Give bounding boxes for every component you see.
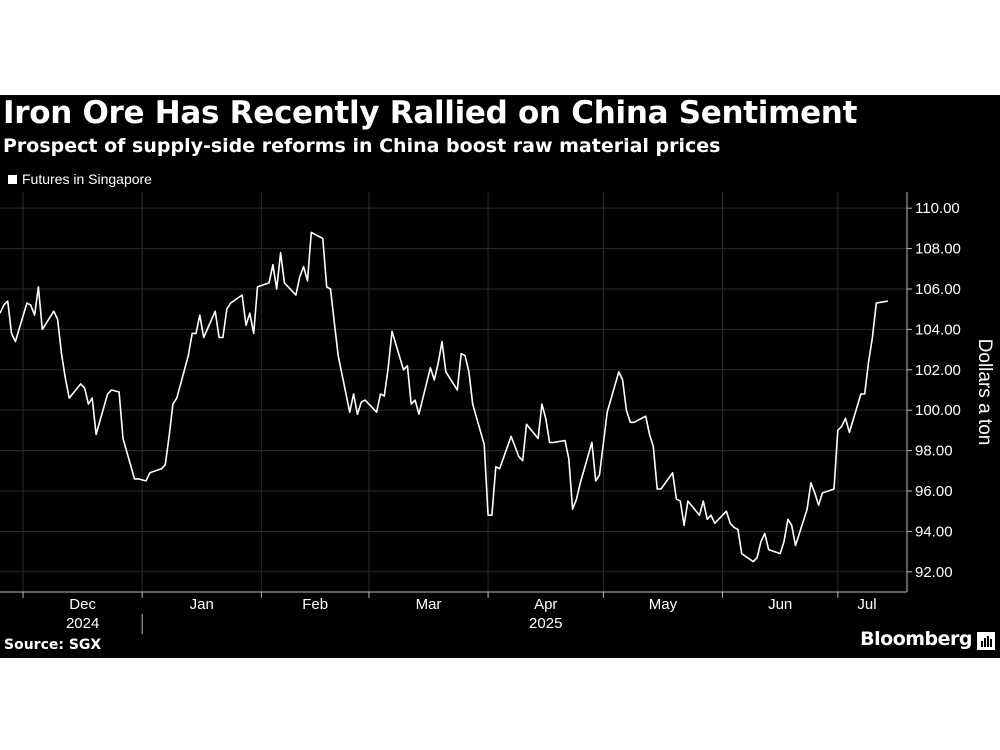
bloomberg-logo-icon <box>977 632 995 650</box>
x-tick-label: Feb <box>302 596 328 613</box>
y-tick-label: 98.00 <box>915 443 953 460</box>
legend-swatch <box>8 174 17 184</box>
bloomberg-logo: Bloomberg <box>860 628 972 650</box>
source-note: Source: SGX <box>4 637 102 653</box>
y-tick-label: 108.00 <box>915 241 961 258</box>
x-tick-label: Dec <box>69 596 96 613</box>
y-tick-label: 92.00 <box>915 564 953 581</box>
legend-label: Futures in Singapore <box>22 171 152 187</box>
y-tick-label: 104.00 <box>915 321 961 338</box>
x-tick-label: Mar <box>416 596 442 613</box>
x-tick-label: Jun <box>768 596 792 613</box>
x-tick-label: May <box>649 596 678 613</box>
chart-panel: Iron Ore Has Recently Rallied on China S… <box>0 95 1000 658</box>
y-tick-label: 106.00 <box>915 281 961 298</box>
y-tick-label: 102.00 <box>915 362 961 379</box>
legend: Futures in Singapore <box>8 171 152 187</box>
y-tick-label: 96.00 <box>915 483 953 500</box>
y-tick-label: 100.00 <box>915 402 961 419</box>
year-label: 2024 <box>66 615 99 632</box>
x-tick-label: Jan <box>190 596 214 613</box>
x-tick-label: Jul <box>857 596 876 613</box>
y-tick-label: 110.00 <box>915 200 960 217</box>
line-chart: 110.00 108.00 106.00 104.00 102.00 100.00 98.0… <box>0 192 995 634</box>
y-axis-title: Dollars a ton <box>974 339 995 446</box>
y-tick-label: 94.00 <box>915 523 953 540</box>
x-tick-label: Apr <box>534 596 557 613</box>
year-label: 2025 <box>529 615 562 632</box>
series-line-futures-in-singapore <box>0 231 888 563</box>
chart-subtitle: Prospect of supply-side reforms in China… <box>3 135 721 157</box>
chart-title: Iron Ore Has Recently Rallied on China S… <box>3 95 858 131</box>
